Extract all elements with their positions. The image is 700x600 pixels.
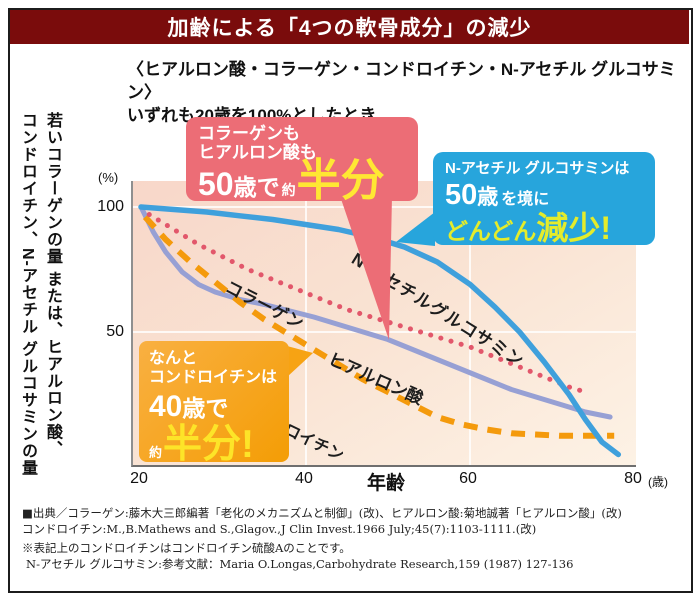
chondroitin-curve — [142, 214, 615, 439]
footnote-line1: ※表記上のコンドロイチンはコンドロイチン硫酸Aのことです。 — [22, 541, 351, 555]
subtitle-line1: 〈ヒアルロン酸・コラーゲン・コンドロイチン・N-アセチル グルコサミン〉 — [127, 60, 676, 102]
footnote: ※表記上のコンドロイチンはコンドロイチン硫酸Aのことです。 N-アセチル グルコ… — [22, 541, 573, 572]
pink-callout-age: 50 — [198, 166, 234, 202]
blue-callout-emph1: どんどん — [445, 218, 537, 244]
y-tick-50: 50 — [106, 323, 124, 340]
callout-n-acetylglucosamine: N-アセチル グルコサミンは 50 歳 を境に どんどん 減少! — [433, 152, 655, 245]
y-axis-unit: (%) — [98, 170, 119, 185]
y-tick-100: 100 — [97, 198, 124, 215]
x-axis-label: 年齢 — [366, 473, 405, 494]
x-tick-20: 20 — [130, 470, 148, 487]
orange-callout-line1: なんと — [149, 350, 198, 367]
y-axis-vertical-label-col2: コンドロイチン、N-アセチル グルコサミンの量 — [19, 112, 36, 477]
pink-callout-age-suffix: 歳で — [233, 174, 280, 200]
title-bar: 加齢による「4つの軟骨成分」の減少 — [10, 10, 689, 44]
orange-callout-big: 半分! — [163, 423, 255, 466]
x-tick-40: 40 — [295, 470, 313, 487]
x-axis-unit: (歳) — [648, 475, 668, 489]
orange-callout-age: 40 — [149, 390, 183, 423]
source-line2: コンドロイチン:M.,B.Mathews and S.,Glagov.,J Cl… — [22, 521, 537, 536]
x-tick-60: 60 — [459, 470, 477, 487]
y-axis-vertical-label: 若いコラーゲンの量 または、ヒアルロン酸、 コンドロイチン、N-アセチル グルコ… — [15, 112, 65, 510]
footnote-line2: N-アセチル グルコサミン:参考文献：Maria O.Longas,Carboh… — [26, 556, 574, 571]
blue-callout-emph2: 減少! — [536, 210, 611, 246]
y-axis-vertical-label-col1: 若いコラーゲンの量 または、ヒアルロン酸、 — [44, 112, 61, 458]
callout-chondroitin: なんと コンドロイチンは 40 歳で 約 半分! — [139, 341, 289, 466]
blue-callout-line1: N-アセチル グルコサミンは — [445, 160, 630, 177]
pink-callout-line2: ヒアルロン酸も — [198, 143, 317, 162]
blue-callout-age-suffix: 歳 — [477, 186, 499, 209]
pink-callout-big: 半分 — [296, 156, 385, 205]
source-note: ■出典／コラーゲン:藤木大三郎編著「老化のメカニズムと制御」(改)、ヒアルロン酸… — [22, 506, 622, 537]
pink-callout-line1: コラーゲンも — [198, 124, 300, 143]
source-line1: ■出典／コラーゲン:藤木大三郎編著「老化のメカニズムと制御」(改)、ヒアルロン酸… — [22, 506, 622, 520]
x-tick-80: 80 — [624, 470, 642, 487]
pink-callout-approx: 約 — [281, 182, 296, 198]
orange-callout-approx: 約 — [149, 445, 163, 460]
blue-callout-rest: を境に — [501, 191, 550, 208]
n-acetylglucosamine-curve — [138, 204, 622, 458]
blue-callout-age: 50 — [445, 179, 478, 211]
page-title: 加齢による「4つの軟骨成分」の減少 — [167, 17, 532, 40]
callout-collagen-hyaluronic: コラーゲンも ヒアルロン酸も 50 歳で 約 半分 — [186, 117, 418, 205]
orange-callout-line2: コンドロイチンは — [149, 369, 278, 386]
orange-callout-age-suffix: 歳で — [182, 395, 229, 421]
